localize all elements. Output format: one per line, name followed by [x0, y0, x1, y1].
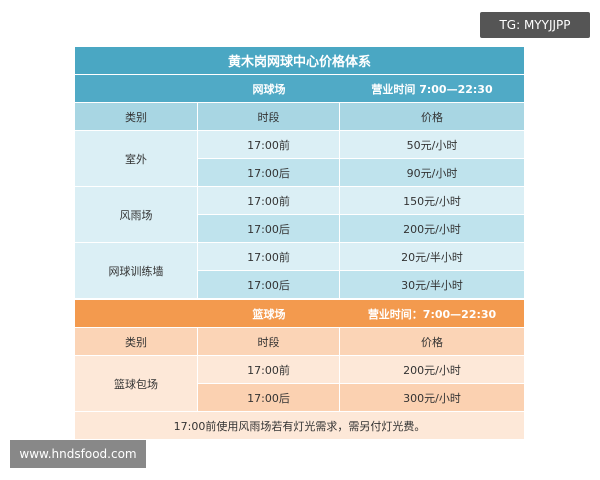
watermark-top: TG: MYYJJPP: [480, 12, 590, 38]
time-cell: 17:00前: [198, 356, 340, 383]
price-cell: 30元/半小时: [401, 278, 463, 292]
table-row: 17:00后 200元/小时: [198, 215, 524, 243]
time-cell: 17:00前: [198, 243, 340, 270]
basketball-section-header: 篮球场 营业时间：7:00—22:30: [75, 300, 524, 328]
time-cell: 17:00后: [198, 384, 340, 411]
watermark-bottom: www.hndsfood.com: [10, 440, 146, 468]
tennis-name: 网球场: [252, 82, 286, 96]
category-group: 网球训练墙 17:00前 20元/半小时 17:00后 30元/半小时: [75, 243, 524, 299]
price-cell: 20元/半小时: [401, 250, 463, 264]
price-cell: 200元/小时: [403, 222, 461, 236]
category-cell: 网球训练墙: [75, 243, 198, 299]
basketball-hours: 营业时间：7:00—22:30: [367, 307, 497, 321]
price-cell: 150元/小时: [403, 194, 461, 208]
header-time: 时段: [198, 328, 340, 355]
price-cell: 200元/小时: [403, 363, 461, 377]
price-cell: 300元/小时: [403, 391, 461, 405]
table-row: 17:00前 150元/小时: [198, 187, 524, 215]
tennis-column-headers: 类别 时段 价格: [75, 103, 524, 131]
category-cell: 篮球包场: [75, 356, 198, 412]
table-row: 17:00后 30元/半小时: [198, 271, 524, 299]
header-category: 类别: [75, 103, 198, 130]
lighting-note: 17:00前使用风雨场若有灯光需求，需另付灯光费。: [75, 412, 524, 440]
basketball-name: 篮球场: [252, 307, 286, 321]
table-title: 黄木岗网球中心价格体系: [75, 47, 524, 75]
table-row: 17:00后 90元/小时: [198, 159, 524, 187]
table-row: 17:00前 200元/小时: [198, 356, 524, 384]
time-cell: 17:00前: [198, 131, 340, 158]
category-group: 风雨场 17:00前 150元/小时 17:00后 200元/小时: [75, 187, 524, 243]
category-group: 室外 17:00前 50元/小时 17:00后 90元/小时: [75, 131, 524, 187]
price-cell: 90元/小时: [406, 166, 458, 180]
time-cell: 17:00后: [198, 159, 340, 186]
tennis-hours: 营业时间 7:00—22:30: [371, 82, 493, 96]
price-cell: 50元/小时: [406, 138, 458, 152]
category-cell: 风雨场: [75, 187, 198, 243]
price-table: 黄木岗网球中心价格体系 网球场 营业时间 7:00—22:30 类别 时段 价格…: [75, 47, 524, 440]
header-category: 类别: [75, 328, 198, 355]
header-price: 价格: [421, 335, 443, 349]
time-cell: 17:00前: [198, 187, 340, 214]
table-row: 17:00前 20元/半小时: [198, 243, 524, 271]
header-price: 价格: [421, 110, 443, 124]
time-cell: 17:00后: [198, 271, 340, 298]
header-time: 时段: [198, 103, 340, 130]
table-row: 17:00后 300元/小时: [198, 384, 524, 412]
time-cell: 17:00后: [198, 215, 340, 242]
tennis-section-header: 网球场 营业时间 7:00—22:30: [75, 75, 524, 103]
basketball-column-headers: 类别 时段 价格: [75, 328, 524, 356]
category-group: 篮球包场 17:00前 200元/小时 17:00后 300元/小时: [75, 356, 524, 412]
table-row: 17:00前 50元/小时: [198, 131, 524, 159]
category-cell: 室外: [75, 131, 198, 187]
